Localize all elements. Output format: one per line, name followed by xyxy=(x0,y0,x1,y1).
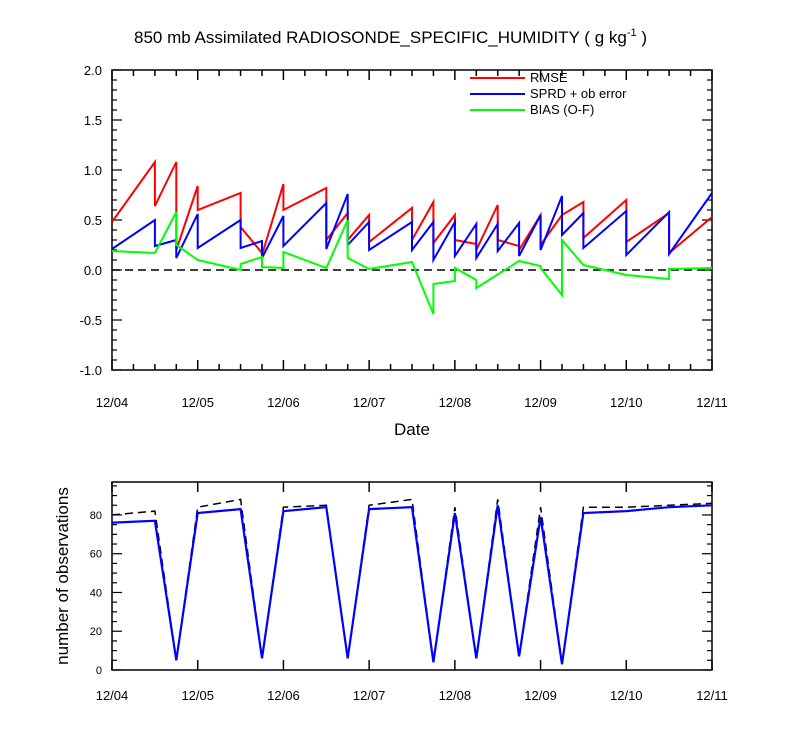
y-tick-label: 40 xyxy=(90,587,102,599)
y-tick-label: 0.5 xyxy=(84,213,102,228)
series-line-sprd-ob-error xyxy=(111,192,713,264)
x-tick-label: 12/06 xyxy=(267,688,300,703)
top-x-tick-labels: 12/04 12/05 12/06 12/07 12/08 12/09 12/10 12/11 xyxy=(96,395,728,410)
x-tick-label: 12/08 xyxy=(439,688,472,703)
legend-label-sprd-ob-error: SPRD + ob error xyxy=(530,86,627,101)
x-tick-label: 12/10 xyxy=(610,395,643,410)
y-tick-label: 60 xyxy=(90,549,102,561)
x-tick-label: 12/07 xyxy=(353,395,386,410)
top-y-tick-labels: -1.0 -0.5 0.0 0.5 1.0 1.5 2.0 xyxy=(80,63,102,378)
x-tick-label: 12/10 xyxy=(610,688,643,703)
y-tick-label: 0 xyxy=(96,665,102,677)
bottom-plot-frame xyxy=(111,481,713,671)
legend-label-rmse: RMSE xyxy=(530,70,568,85)
x-tick-label: 12/05 xyxy=(181,688,214,703)
y-tick-label: -1.0 xyxy=(80,363,102,378)
y-tick-label: 1.5 xyxy=(84,113,102,128)
y-tick-label: 1.0 xyxy=(84,163,102,178)
top-series xyxy=(111,158,713,315)
y-axis-label-observations: number of observations xyxy=(53,487,72,665)
chart-title-main: 850 mb Assimilated RADIOSONDE_SPECIFIC_H… xyxy=(134,28,627,47)
bottom-y-tick-labels: 0 20 40 60 80 xyxy=(90,510,102,677)
top-tick-marks xyxy=(111,69,713,371)
bottom-series xyxy=(111,498,713,665)
x-axis-label: Date xyxy=(394,420,430,439)
chart-title: 850 mb Assimilated RADIOSONDE_SPECIFIC_H… xyxy=(134,27,647,47)
y-tick-label: 0.0 xyxy=(84,263,102,278)
x-tick-label: 12/06 xyxy=(267,395,300,410)
x-tick-label: 12/09 xyxy=(524,688,557,703)
observations-line-possible xyxy=(111,498,713,665)
observations-line-used xyxy=(111,504,713,665)
y-tick-label: -0.5 xyxy=(80,313,102,328)
y-tick-label: 80 xyxy=(90,510,102,522)
bottom-plot: 0 20 40 60 80 12/04 12/05 12/06 12/07 12/08 12/09… xyxy=(53,481,728,703)
y-tick-label: 2.0 xyxy=(84,63,102,78)
chart-title-tail: ) xyxy=(637,28,647,47)
x-tick-label: 12/11 xyxy=(696,688,728,703)
x-tick-label: 12/11 xyxy=(696,395,728,410)
x-tick-label: 12/05 xyxy=(181,395,214,410)
series-line-bias-o-f xyxy=(111,211,713,315)
top-plot: -1.0-0.50.00.51.01.52.0 12/04 12/05 12/06 1… xyxy=(80,63,728,439)
chart-title-superscript: -1 xyxy=(627,27,637,39)
x-tick-label: 12/08 xyxy=(439,395,472,410)
x-tick-label: 12/04 xyxy=(96,688,129,703)
y-tick-label: 20 xyxy=(90,626,102,638)
x-tick-label: 12/04 xyxy=(96,395,129,410)
x-tick-label: 12/07 xyxy=(353,688,386,703)
x-tick-label: 12/09 xyxy=(524,395,557,410)
legend-label-bias-o-f: BIAS (O-F) xyxy=(530,102,594,117)
bottom-x-tick-labels: 12/04 12/05 12/06 12/07 12/08 12/09 12/10 12/11 xyxy=(96,688,728,703)
